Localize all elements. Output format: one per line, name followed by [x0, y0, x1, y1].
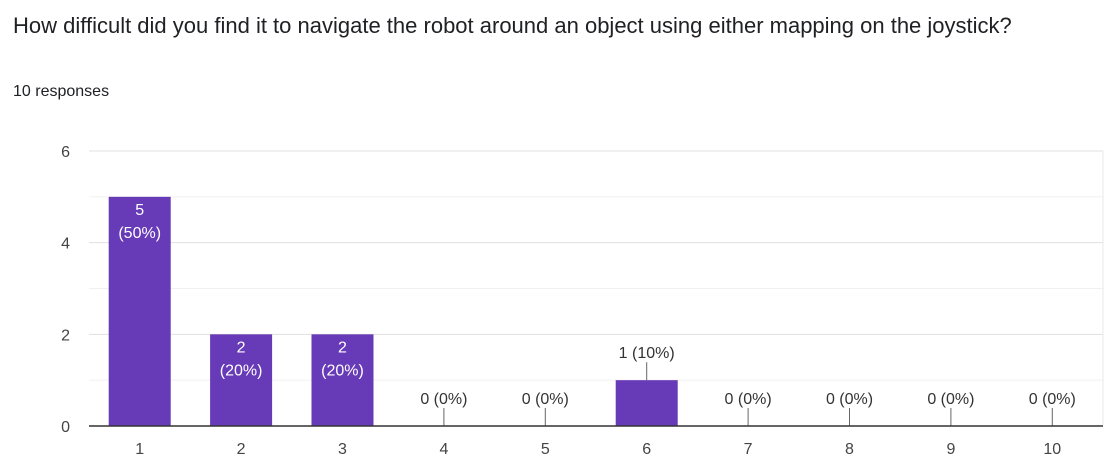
data-label: 2: [237, 339, 246, 356]
x-tick-label: 6: [642, 441, 651, 458]
data-label: (20%): [220, 362, 263, 379]
data-label: 1 (10%): [619, 345, 675, 362]
data-label: 0 (0%): [420, 391, 467, 408]
x-tick-label: 4: [439, 441, 448, 458]
x-tick-label: 8: [845, 441, 854, 458]
data-label: 0 (0%): [522, 391, 569, 408]
y-tick-label: 6: [61, 144, 70, 161]
data-label: 2: [338, 339, 347, 356]
x-tick-label: 10: [1043, 441, 1061, 458]
x-tick-label: 1: [135, 441, 144, 458]
bar: [615, 380, 678, 426]
y-tick-label: 0: [61, 419, 70, 436]
bar: [311, 334, 374, 426]
data-label: 0 (0%): [927, 391, 974, 408]
x-tick-label: 9: [946, 441, 955, 458]
data-label: 5: [135, 202, 144, 219]
data-label: 0 (0%): [826, 391, 873, 408]
data-label: 0 (0%): [1029, 391, 1076, 408]
bar: [108, 196, 171, 426]
data-label: (50%): [118, 225, 161, 242]
y-tick-label: 2: [61, 327, 70, 344]
x-tick-label: 7: [744, 441, 753, 458]
bar: [210, 334, 273, 426]
y-tick-label: 4: [61, 236, 70, 253]
x-tick-label: 2: [237, 441, 246, 458]
response-count: 10 responses: [13, 83, 110, 100]
question-title: How difficult did you find it to navigat…: [13, 13, 1012, 38]
x-tick-label: 5: [541, 441, 550, 458]
x-tick-label: 3: [338, 441, 347, 458]
data-label: (20%): [321, 362, 364, 379]
data-label: 0 (0%): [725, 391, 772, 408]
